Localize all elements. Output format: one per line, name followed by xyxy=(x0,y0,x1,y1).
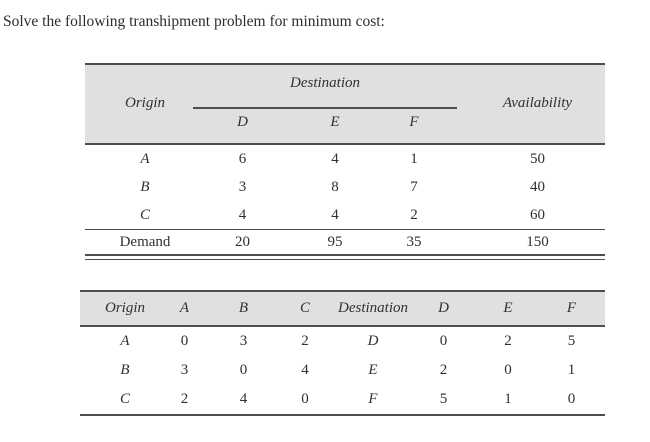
cost-cell: 1 xyxy=(410,151,418,167)
destination-label: E xyxy=(368,362,378,378)
col-e-header: E xyxy=(503,300,513,316)
cost-cell: 0 xyxy=(567,391,576,407)
dest-col-e: E xyxy=(330,114,340,130)
destination-header: Destination xyxy=(290,75,360,91)
origin-label: B xyxy=(140,179,150,195)
cost-cell: 2 xyxy=(180,391,189,407)
cost-cell: 4 xyxy=(331,151,339,167)
cost-cell: 4 xyxy=(331,207,339,223)
origin-label: A xyxy=(140,151,150,167)
table-row-a: A 6 4 1 50 xyxy=(85,145,605,173)
demand-total: 150 xyxy=(526,234,549,250)
cost-cell: 0 xyxy=(504,362,512,378)
cost-cell: 0 xyxy=(439,333,448,349)
origin-label: B xyxy=(120,362,130,378)
cost-cell: 3 xyxy=(180,362,189,378)
matrix-row-1: A 0 3 2 D 0 2 5 xyxy=(80,327,605,356)
col-c-header: C xyxy=(299,300,310,316)
cost-cell: 3 xyxy=(239,333,248,349)
origin-header: Origin xyxy=(104,300,145,316)
destination-label: D xyxy=(367,333,379,349)
cost-cell: 2 xyxy=(504,333,512,349)
col-f-header: F xyxy=(566,300,577,316)
destination-underline xyxy=(193,107,457,109)
cost-cell: 2 xyxy=(410,207,418,223)
cost-cell: 8 xyxy=(331,179,339,195)
origin-label: C xyxy=(119,391,130,407)
cost-cell: 7 xyxy=(410,179,418,195)
cost-cell: 5 xyxy=(439,391,448,407)
table-row-c: C 4 4 2 60 xyxy=(85,201,605,229)
cost-cell: 2 xyxy=(439,362,448,378)
demand-divider xyxy=(85,229,605,230)
availability-value: 50 xyxy=(530,151,545,167)
cost-cell: 4 xyxy=(238,207,247,223)
cost-matrix-header: Origin A B C Destination D E F xyxy=(80,290,605,327)
col-d-header: D xyxy=(438,300,449,316)
demand-row: Demand 20 95 35 150 xyxy=(85,230,605,254)
cost-cell: 1 xyxy=(504,391,512,407)
availability-value: 40 xyxy=(530,179,545,195)
cost-cell: 5 xyxy=(567,333,576,349)
cost-cell: 0 xyxy=(180,333,189,349)
page-title: Solve the following transhipment problem… xyxy=(3,13,385,30)
demand-value: 95 xyxy=(327,234,343,250)
cost-cell: 2 xyxy=(301,333,309,349)
origin-header: Origin xyxy=(124,95,165,111)
origin-label: C xyxy=(139,207,150,223)
demand-label: Demand xyxy=(119,234,171,250)
cost-cell: 3 xyxy=(238,179,247,195)
col-a-header: A xyxy=(179,300,190,316)
cost-cell: 6 xyxy=(238,151,247,167)
dest-col-f: F xyxy=(409,114,419,130)
matrix-row-2: B 3 0 4 E 2 0 1 xyxy=(80,356,605,385)
destination-header: Destination xyxy=(338,300,408,316)
dest-col-d: D xyxy=(237,114,248,130)
destination-label: F xyxy=(368,391,378,407)
cost-cell: 1 xyxy=(567,362,576,378)
cost-cell: 0 xyxy=(239,362,248,378)
cost-cell: 0 xyxy=(301,391,309,407)
cost-matrix-table: Origin A B C Destination D E F A 0 3 2 D… xyxy=(80,290,605,416)
availability-value: 60 xyxy=(530,207,545,223)
demand-value: 35 xyxy=(406,234,422,250)
cost-cell: 4 xyxy=(301,362,309,378)
demand-value: 20 xyxy=(235,234,250,250)
cost-cell: 4 xyxy=(239,391,248,407)
availability-table-header: Origin Destination D E F Availability xyxy=(85,63,605,145)
availability-header: Availability xyxy=(502,95,573,111)
col-b-header: B xyxy=(238,300,249,316)
origin-label: A xyxy=(120,333,130,349)
table-row-b: B 3 8 7 40 xyxy=(85,173,605,201)
table-bottom-rule xyxy=(80,414,605,416)
availability-table: Origin Destination D E F Availability A … xyxy=(85,63,605,260)
table-bottom-rule xyxy=(85,254,605,260)
matrix-row-3: C 2 4 0 F 5 1 0 xyxy=(80,385,605,414)
